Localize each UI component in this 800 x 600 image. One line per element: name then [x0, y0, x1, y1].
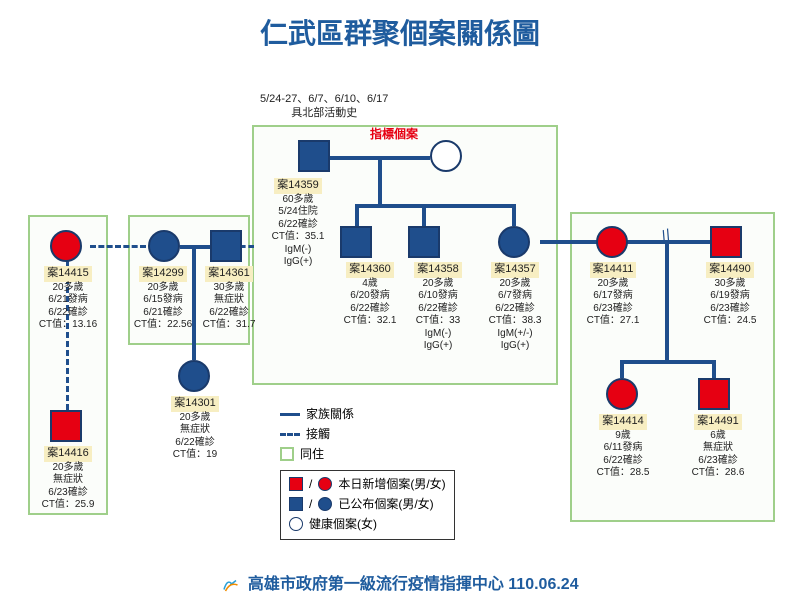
case-info: 30多歲 6/19發病 6/23確診 CT值：24.5 [704, 278, 757, 327]
case-14415-label: 案14415 20多歲 6/21發病 6/22確診 CT值：13.16 [30, 266, 106, 332]
legend-cohab-box-icon [280, 447, 294, 461]
case-14411-shape [596, 226, 628, 258]
case-info: 20多歲 6/7發病 6/22確診 CT值：38.3 IgM(+/-) IgG(… [489, 278, 542, 352]
page-title: 仁武區群聚個案關係圖 [0, 0, 800, 52]
case-id: 案14361 [205, 266, 253, 282]
top-note: 5/24-27、6/7、6/10、6/17 具北部活動史 [260, 92, 388, 121]
contact-line [240, 245, 254, 248]
case-info: 60多歲 5/24住院 6/22確診 CT值：35.1 IgM(-) IgG(+… [272, 194, 325, 268]
case-info: 20多歲 無症狀 6/22確診 CT值：19 [173, 412, 217, 461]
case-14360-label: 案14360 4歲 6/20發病 6/22確診 CT值：32.1 [338, 262, 402, 328]
case-14490-shape [710, 226, 742, 258]
case-14361-shape [210, 230, 242, 262]
case-14357-label: 案14357 20多歲 6/7發病 6/22確診 CT值：38.3 IgM(+/… [480, 262, 550, 353]
family-line [355, 204, 515, 208]
family-line [665, 240, 669, 360]
footer: 高雄市政府第一級流行疫情指揮中心 110.06.24 [0, 570, 800, 594]
family-line [620, 360, 715, 364]
case-info: 20多歲 6/15發病 6/21確診 CT值：22.56 [134, 282, 192, 331]
case-id: 案14490 [706, 262, 754, 278]
case-14415-shape [50, 230, 82, 262]
case-14358-label: 案14358 20多歲 6/10發病 6/22確診 CT值：33 IgM(-) … [406, 262, 470, 353]
family-line [422, 204, 426, 226]
legend-linetypes: 家族關係 接觸 同住 [280, 405, 354, 465]
case-id: 案14299 [139, 266, 187, 282]
case-id: 案14360 [346, 262, 394, 278]
footer-text: 高雄市政府第一級流行疫情指揮中心 110.06.24 [248, 576, 579, 593]
case-id: 案14415 [44, 266, 92, 282]
diagram-canvas: 5/24-27、6/7、6/10、6/17 具北部活動史 指標個案 / / 案14… [0, 50, 800, 570]
case-id: 案14357 [491, 262, 539, 278]
case-id: 案14359 [274, 178, 322, 194]
case-info: 9歲 6/11發病 6/22確診 CT值：28.5 [597, 430, 650, 479]
case-14411-label: 案14411 20多歲 6/17發病 6/23確診 CT值：27.1 [578, 262, 648, 328]
case-14416-shape [50, 410, 82, 442]
case-id: 案14358 [414, 262, 462, 278]
top-note-line2: 具北部活動史 [260, 106, 388, 120]
legend-family-text: 家族關係 [306, 405, 354, 423]
legend-contact-line-icon [280, 433, 300, 436]
legend-red-circle-icon [318, 477, 332, 491]
case-14359-label: 案14359 60多歲 5/24住院 6/22確診 CT值：35.1 IgM(-… [258, 178, 338, 269]
legend-red-square-icon [289, 477, 303, 491]
case-14490-label: 案14490 30多歲 6/19發病 6/23確診 CT值：24.5 [692, 262, 768, 328]
family-line [540, 240, 598, 244]
contact-line [90, 245, 146, 248]
family-line [355, 204, 359, 226]
legend-colors: / 本日新增個案(男/女) / 已公布個案(男/女) 健康個案(女) [280, 470, 455, 540]
case-14360-shape [340, 226, 372, 258]
legend-cohab-text: 同住 [300, 445, 324, 463]
case-14491-label: 案14491 6歲 無症狀 6/23確診 CT值：28.6 [680, 414, 756, 480]
slash: / [309, 495, 312, 513]
case-info: 4歲 6/20發病 6/22確診 CT值：32.1 [344, 278, 397, 327]
case-14416-label: 案14416 20多歲 無症狀 6/23確診 CT值：25.9 [30, 446, 106, 512]
logo-icon [221, 576, 239, 594]
case-id: 案14491 [694, 414, 742, 430]
legend-blue-circle-icon [318, 497, 332, 511]
case-14299-label: 案14299 20多歲 6/15發病 6/21確診 CT值：22.56 [128, 266, 198, 332]
case-info: 6歲 無症狀 6/23確診 CT值：28.6 [692, 430, 745, 479]
family-line [712, 360, 716, 378]
case-info: 30多歲 無症狀 6/22確診 CT值：31.7 [203, 282, 256, 331]
slash: / [309, 475, 312, 493]
case-info: 20多歲 6/17發病 6/23確診 CT值：27.1 [587, 278, 640, 327]
legend-blue-square-icon [289, 497, 303, 511]
top-note-line1: 5/24-27、6/7、6/10、6/17 [260, 92, 388, 106]
case-14359-shape [298, 140, 330, 172]
case-14361-label: 案14361 30多歲 無症狀 6/22確診 CT值：31.7 [196, 266, 262, 332]
family-line [378, 156, 382, 204]
case-id: 案14411 [590, 262, 637, 278]
legend-family-line-icon [280, 413, 300, 416]
case-info: 20多歲 無症狀 6/23確診 CT值：25.9 [42, 462, 95, 511]
legend-healthy-text: 健康個案(女) [309, 515, 377, 533]
case-id: 案14416 [44, 446, 92, 462]
case-info: 20多歲 6/10發病 6/22確診 CT值：33 IgM(-) IgG(+) [416, 278, 460, 352]
legend-white-circle-icon [289, 517, 303, 531]
case-id: 案14301 [171, 396, 219, 412]
family-line [512, 204, 516, 226]
case-14358-shape [408, 226, 440, 258]
case-14301-label: 案14301 20多歲 無症狀 6/22確診 CT值：19 [160, 396, 230, 462]
case-14357-shape [498, 226, 530, 258]
legend-contact-text: 接觸 [306, 425, 330, 443]
case-14299-shape [148, 230, 180, 262]
legend-new-case-text: 本日新增個案(男/女) [338, 475, 445, 493]
case-14491-shape [698, 378, 730, 410]
legend-published-text: 已公布個案(男/女) [338, 495, 433, 513]
case-id: 案14414 [599, 414, 647, 430]
healthy-female-shape [430, 140, 462, 172]
case-14301-shape [178, 360, 210, 392]
case-info: 20多歲 6/21發病 6/22確診 CT值：13.16 [39, 282, 97, 331]
case-14414-shape [606, 378, 638, 410]
index-case-label: 指標個案 [370, 125, 418, 142]
case-14414-label: 案14414 9歲 6/11發病 6/22確診 CT值：28.5 [588, 414, 658, 480]
family-line [620, 360, 624, 378]
